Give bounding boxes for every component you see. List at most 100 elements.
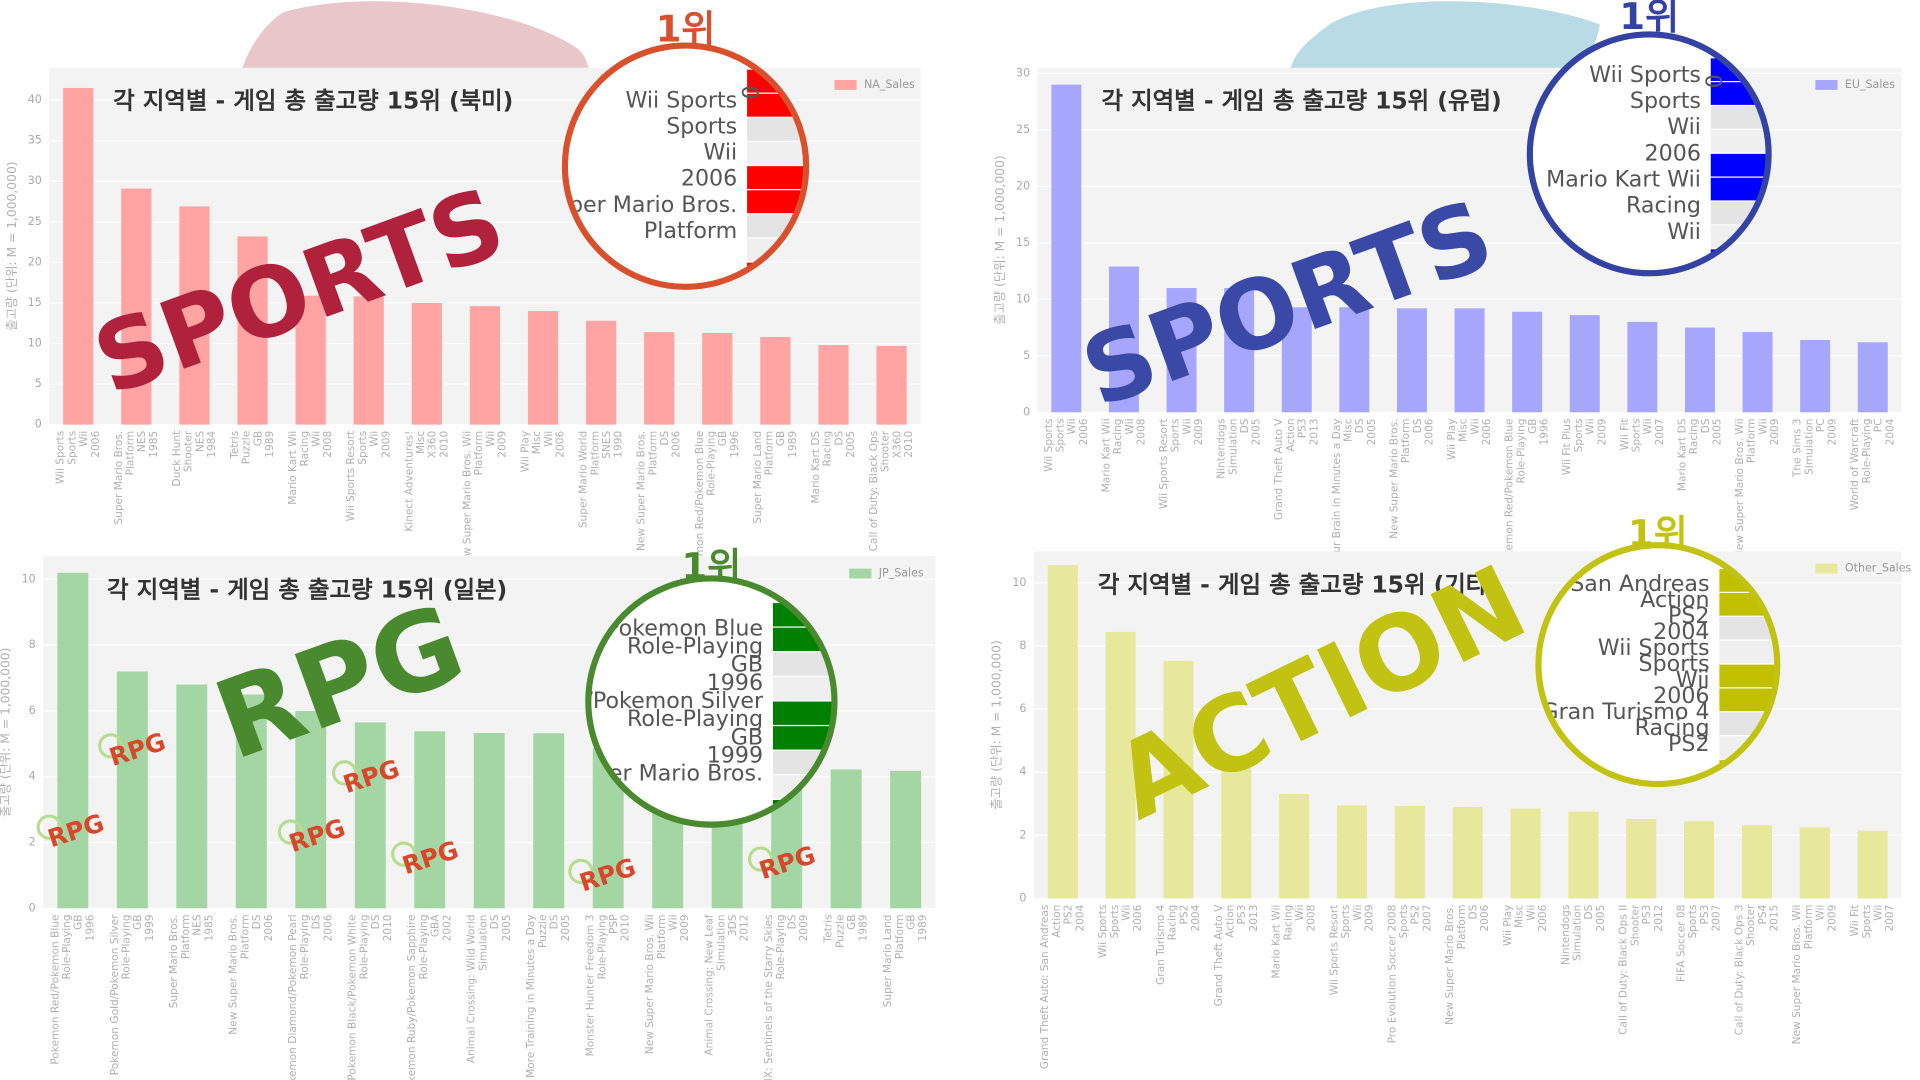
x-tick-label: 2006 (1423, 418, 1435, 445)
zoom-label: Racing (1635, 715, 1710, 741)
x-tick-label: 1985 (148, 431, 160, 458)
zoom-label: Sports (1639, 651, 1710, 677)
zoom-lens (1529, 34, 1769, 274)
x-tick-label: Pokemon Red/Pokemon Blue (1504, 418, 1516, 568)
zoom-stripe (1719, 616, 1778, 640)
x-tick-label: 2010 (382, 914, 394, 941)
zoom-label: PS2 (1668, 731, 1710, 757)
x-tick-label: Wii Sports Resort (345, 431, 357, 522)
x-tick-label: PS2 (1178, 905, 1190, 925)
x-tick-label: Platform (764, 431, 776, 476)
x-tick-label: GB (717, 431, 729, 446)
x-tick-label: 2004 (1190, 904, 1202, 931)
bar (176, 684, 208, 909)
x-tick-label: Action (1285, 418, 1297, 451)
x-tick-label: 2010 (438, 431, 450, 458)
x-tick-label: New Super Mario Bros. (1388, 418, 1400, 538)
x-tick-label: New Super Mario Bros. (636, 431, 648, 551)
bar (702, 332, 733, 425)
zoom-stripe (1719, 688, 1778, 712)
x-tick-label: GBA (430, 914, 442, 937)
x-tick-label: PS4 (1757, 904, 1769, 924)
x-tick-label: DS (1412, 418, 1424, 433)
x-tick-label: Shooter (880, 430, 892, 472)
bar (830, 769, 862, 909)
x-tick-label: 2010 (903, 431, 915, 458)
bar (586, 320, 617, 425)
x-tick-label: New Super Mario Bros. Wii (1734, 418, 1746, 558)
x-tick-label: 2012 (739, 914, 751, 941)
zoom-label: GB (731, 724, 763, 750)
x-tick-label: New Super Mario Bros. Wii (644, 914, 656, 1054)
y-tick-label: 20 (1016, 179, 1030, 192)
y-tick-label: 30 (1016, 66, 1030, 79)
x-tick-label: 2015 (1768, 905, 1780, 932)
bar (237, 236, 268, 425)
bar (527, 311, 559, 425)
zoom-ring (561, 42, 810, 290)
zoom-label: Wii (1676, 667, 1710, 693)
y-tick-label: 15 (28, 296, 42, 309)
badge-check (568, 858, 594, 885)
x-tick-label: DS (370, 914, 382, 929)
x-tick-label: DS (1583, 904, 1595, 919)
x-tick-label: Wii (543, 431, 555, 447)
x-tick-label: Nintendogs (1216, 418, 1228, 478)
x-tick-label: 1996 (729, 431, 741, 458)
x-tick-label: Call of Duty: Black Ops (868, 431, 880, 552)
legend-swatch (1815, 563, 1838, 574)
x-tick-label: 2005 (1251, 418, 1263, 445)
x-tick-label: Simulation (1572, 905, 1584, 961)
bar (1339, 307, 1370, 413)
x-tick-label: Platform (647, 431, 659, 476)
chart-title: 각 지역별 - 게임 총 출고량 15위 (기타) (1098, 570, 1498, 598)
bar (1742, 332, 1773, 413)
x-tick-label: Misc (1514, 904, 1526, 928)
x-tick-label: 1985 (203, 914, 215, 941)
x-tick-label: Pro Evolution Soccer 2008 (1386, 905, 1398, 1044)
zoom-stripe (772, 726, 835, 750)
x-tick-label: Role-Playing (418, 914, 430, 979)
x-tick-label: 2007 (1884, 905, 1896, 932)
bar (1510, 808, 1541, 899)
chart-title: 각 지역별 - 게임 총 출고량 15위 (유럽) (1102, 87, 1502, 115)
x-tick-label: Monster Hunter Freedom 3 (585, 914, 597, 1056)
x-tick-label: 2010 (620, 914, 632, 941)
y-tick-label: 5 (35, 377, 42, 390)
zoom-label: 1996 (707, 670, 763, 696)
x-tick-label: GB (73, 914, 85, 929)
chart-title: 각 지역별 - 게임 총 출고량 15위 (북미) (113, 87, 513, 115)
zoom-label: GB (731, 652, 763, 678)
x-tick-label: PC (1815, 418, 1827, 432)
y-tick-label: 10 (1012, 576, 1026, 589)
y-tick-label: 5 (1023, 349, 1030, 362)
y-axis-label: 출고량 (단위: M = 1,000,000) (993, 155, 1007, 324)
x-tick-label: Wii Sports Resort (1158, 418, 1170, 509)
x-tick-label: Racing (1282, 905, 1294, 941)
legend-swatch (1815, 80, 1838, 90)
x-tick-label: Mario Kart Wii (1100, 418, 1112, 492)
x-tick-label: DS (311, 914, 323, 929)
x-tick-label: 2004 (1884, 418, 1896, 445)
x-tick-label: Role-Playing (61, 914, 73, 979)
bar (469, 306, 501, 425)
x-tick-label: Sports (1109, 905, 1121, 939)
bar (1281, 307, 1312, 413)
x-tick-label: 2009 (496, 431, 508, 458)
zoom-stripe (1710, 177, 1769, 201)
zoom-label: PS2 (1668, 603, 1710, 629)
x-tick-label: Racing (1112, 418, 1124, 454)
x-tick-label: Tetris (229, 431, 241, 460)
legend-label: NA_Sales (864, 78, 915, 91)
y-tick-label: 2 (1019, 828, 1026, 841)
x-tick-label: Platform (125, 431, 137, 476)
x-tick-label: Role-Playing (705, 431, 717, 496)
badge-check (98, 733, 124, 759)
y-tick-label: 0 (35, 418, 42, 431)
x-tick-label: 2009 (1364, 905, 1376, 932)
x-tick-label: GB (1527, 418, 1539, 433)
x-tick-label: 1996 (1539, 418, 1551, 445)
x-tick-label: 2006 (1481, 418, 1493, 445)
x-tick-label: Role-Playing (1861, 418, 1873, 483)
x-tick-label: Action (1224, 905, 1236, 938)
